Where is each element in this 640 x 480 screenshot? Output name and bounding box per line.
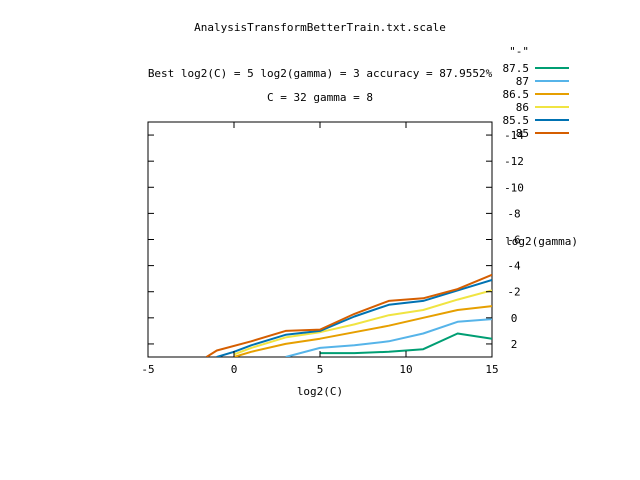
plot-border: [147, 121, 493, 358]
legend-label-5: 85: [516, 127, 529, 140]
x-tick-label-4: 15: [485, 363, 498, 376]
y-tick-label-1: -12: [504, 155, 524, 168]
series-line-2: [233, 305, 492, 357]
legend-label-1: 87: [516, 75, 529, 88]
axes-layer: log2(C) log2(gamma) -5 0 5 10 15 -14 -12 -10 -8 -…: [141, 122, 578, 398]
chart-title: AnalysisTransformBetterTrain.txt.scale: [194, 21, 446, 34]
y-tick-label-2: -10: [504, 181, 524, 194]
legend-label-0: 87.5: [503, 62, 530, 75]
series-line-0: [320, 332, 492, 355]
series-line-4: [216, 279, 492, 357]
series-line-5: [205, 273, 492, 357]
legend-label-3: 86: [516, 101, 529, 114]
series-layer: [205, 273, 492, 357]
x-tick-label-2: 5: [317, 363, 324, 376]
x-axis-label: log2(C): [297, 385, 343, 398]
legend-title: "-": [509, 45, 529, 58]
plot-area: [147, 121, 493, 358]
legend-label-4: 85.5: [503, 114, 530, 127]
y-tick-label-8: 2: [511, 338, 518, 351]
y-tick-label-7: 0: [511, 312, 518, 325]
chart-subtitle-params: C = 32 gamma = 8: [267, 91, 373, 104]
y-tick-label-0: -14: [504, 129, 524, 142]
y-tick-label-3: -8: [507, 207, 520, 220]
y-tick-label-4: -6: [507, 234, 520, 247]
chart-subtitle-best: Best log2(C) = 5 log2(gamma) = 3 accurac…: [148, 67, 493, 80]
series-line-1: [285, 318, 492, 357]
y-axis-label: log2(gamma): [505, 235, 578, 248]
y-tick-label-6: -2: [507, 286, 520, 299]
y-tick-label-5: -4: [507, 260, 521, 273]
x-tick-label-1: 0: [231, 363, 238, 376]
x-tick-label-0: -5: [141, 363, 154, 376]
x-tick-label-3: 10: [399, 363, 412, 376]
legend-label-2: 86.5: [503, 88, 530, 101]
series-line-3: [233, 289, 492, 356]
